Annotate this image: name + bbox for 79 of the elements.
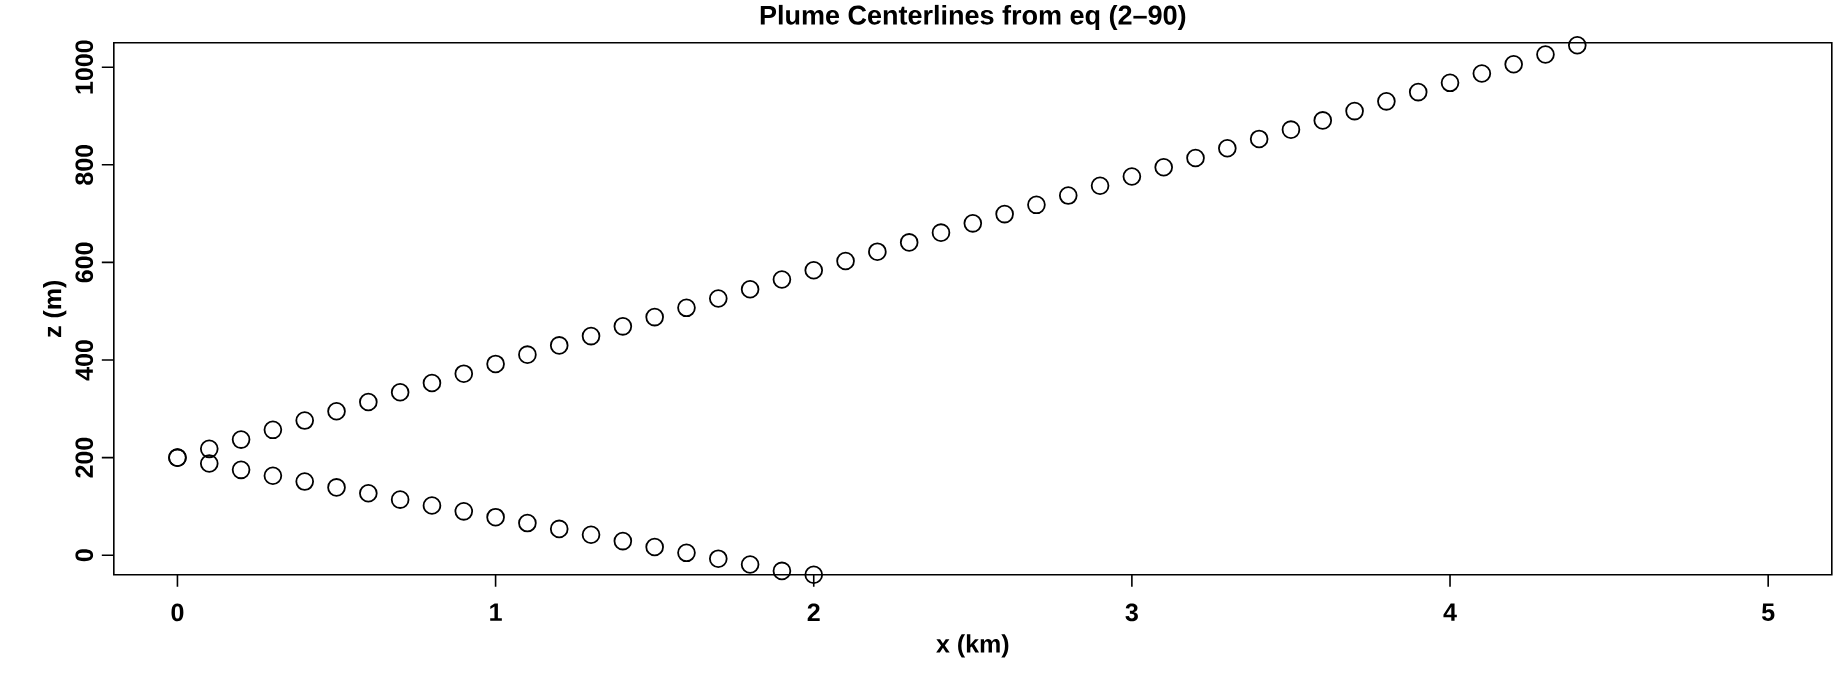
point xyxy=(645,537,664,557)
point xyxy=(199,454,219,473)
point xyxy=(613,317,633,336)
point xyxy=(199,439,219,459)
point xyxy=(454,364,474,383)
x-tick-label: 4 xyxy=(1443,603,1457,621)
point xyxy=(518,513,537,533)
x-tick-label: 3 xyxy=(1125,603,1138,622)
point xyxy=(1567,35,1587,55)
y-tick-label: 400 xyxy=(75,340,94,381)
point xyxy=(1536,45,1555,64)
point xyxy=(804,565,824,585)
point xyxy=(963,214,983,233)
point xyxy=(1027,195,1046,215)
y-axis-title: z (m) xyxy=(43,280,67,337)
point xyxy=(1440,73,1460,93)
point xyxy=(327,478,346,497)
point xyxy=(1090,176,1110,196)
point xyxy=(1345,101,1364,121)
point xyxy=(295,472,314,491)
point xyxy=(645,307,664,327)
point xyxy=(1281,120,1301,139)
point xyxy=(995,204,1014,224)
point xyxy=(486,354,505,374)
point xyxy=(836,251,855,271)
x-tick-label: 5 xyxy=(1762,603,1775,621)
point xyxy=(390,382,410,402)
point xyxy=(359,392,378,412)
y-tick-label: 800 xyxy=(75,144,94,185)
point xyxy=(327,401,346,421)
point xyxy=(454,502,474,521)
point xyxy=(231,430,251,449)
point xyxy=(549,336,569,355)
point xyxy=(295,411,314,430)
point xyxy=(613,531,633,551)
point xyxy=(804,260,824,280)
x-axis-title: x (km) xyxy=(936,634,1009,658)
point xyxy=(772,561,792,581)
point xyxy=(868,242,887,261)
point xyxy=(231,460,251,480)
x-tick-label: 2 xyxy=(807,603,820,621)
point xyxy=(263,466,283,486)
y-tick-label: 600 xyxy=(75,242,94,283)
point xyxy=(518,345,537,364)
x-tick-label: 0 xyxy=(171,603,184,622)
point xyxy=(390,490,410,509)
point xyxy=(422,373,442,393)
point xyxy=(1504,54,1523,74)
y-tick-label: 1000 xyxy=(75,40,94,94)
point xyxy=(740,279,760,299)
point xyxy=(1472,64,1492,83)
chart-title: Plume Centerlines from eq (2–90) xyxy=(760,4,1186,31)
point xyxy=(708,289,728,308)
point xyxy=(1313,111,1333,130)
point xyxy=(677,298,696,318)
point xyxy=(1218,138,1237,158)
point xyxy=(677,543,696,563)
y-tick-label: 0 xyxy=(75,549,94,562)
point xyxy=(899,233,919,252)
point xyxy=(1154,157,1173,177)
y-tick-label: 200 xyxy=(75,437,94,478)
point xyxy=(581,326,601,346)
point xyxy=(549,519,569,539)
point xyxy=(1186,148,1205,168)
point xyxy=(359,483,378,503)
point xyxy=(772,270,792,289)
point xyxy=(422,496,442,515)
point xyxy=(1249,129,1269,149)
point xyxy=(263,420,283,440)
point xyxy=(931,223,951,242)
point xyxy=(1377,92,1396,111)
point xyxy=(486,507,505,527)
point xyxy=(1122,167,1142,186)
point xyxy=(1408,82,1428,102)
point xyxy=(740,555,760,574)
point xyxy=(581,525,601,545)
x-tick-label: 1 xyxy=(490,603,502,621)
point xyxy=(708,549,728,568)
point xyxy=(1058,186,1078,205)
